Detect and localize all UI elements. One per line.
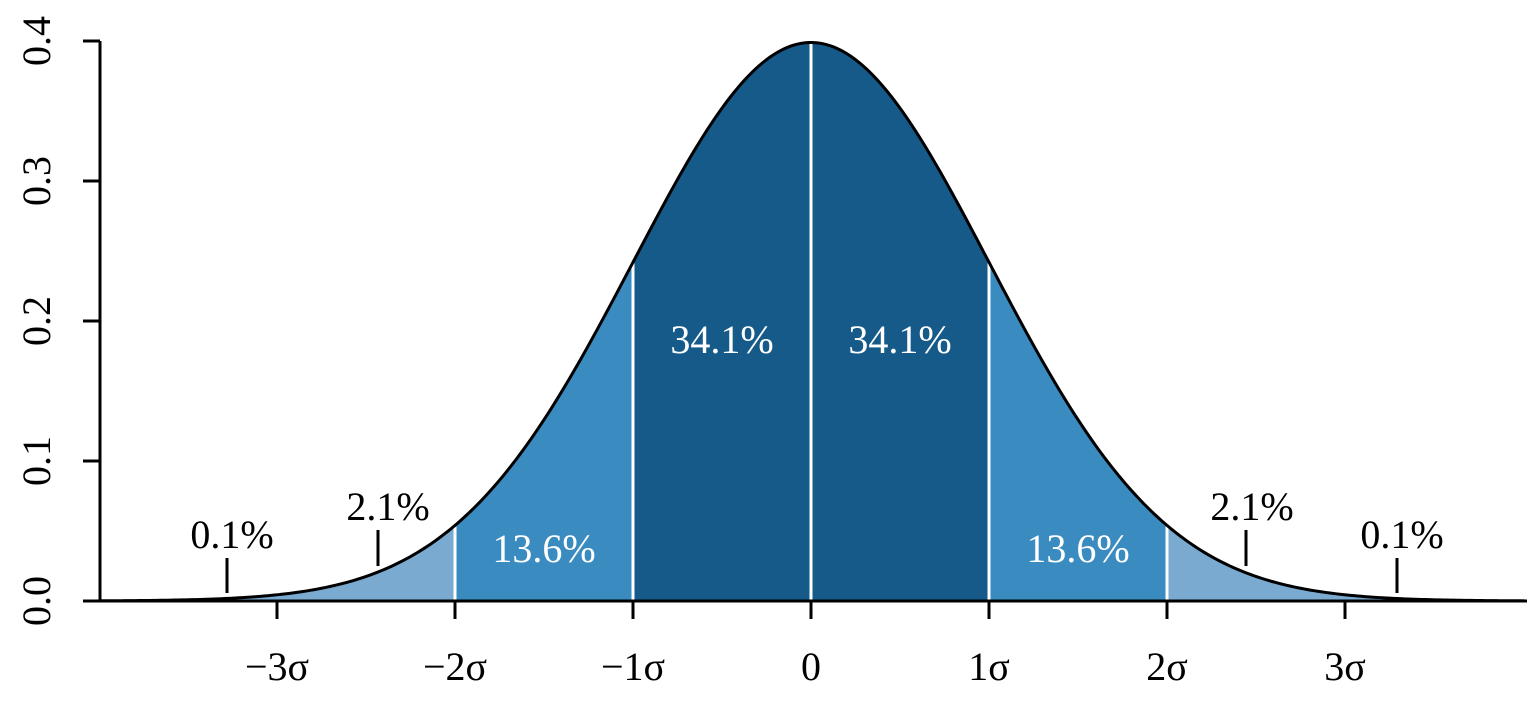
x-tick-label: −2σ xyxy=(423,644,487,689)
band-percent-label: 13.6% xyxy=(492,526,595,571)
band-left-outer xyxy=(100,525,455,601)
x-tick-label: 3σ xyxy=(1324,644,1366,689)
y-tick-label: 0.2 xyxy=(14,296,59,346)
density-curve xyxy=(99,40,1526,603)
x-tick-label: −1σ xyxy=(601,644,665,689)
tail-percent-label: 2.1% xyxy=(1210,484,1293,529)
tail-percent-label: 0.1% xyxy=(1360,512,1443,557)
curve-layer xyxy=(99,40,1526,603)
labels-layer: 0.0 0.1 0.2 0.3 0.4 −3σ −2σ −1σ 0 1σ 2σ 3σ 13.6% 34.1… xyxy=(14,16,1444,689)
x-tick-label: 1σ xyxy=(968,644,1010,689)
dividers-layer xyxy=(453,43,1169,601)
band-percent-label: 34.1% xyxy=(670,317,773,362)
x-tick-label: 2σ xyxy=(1146,644,1188,689)
y-tick-label: 0.4 xyxy=(14,16,59,66)
tail-percent-label: 0.1% xyxy=(190,512,273,557)
y-tick-label: 0.3 xyxy=(14,156,59,206)
y-tick-label: 0.0 xyxy=(14,576,59,626)
band-percent-label: 34.1% xyxy=(848,317,951,362)
axes-layer xyxy=(83,39,1527,619)
x-tick-label: −3σ xyxy=(245,644,309,689)
x-tick-label: 0 xyxy=(801,644,821,689)
band-right-outer xyxy=(1167,525,1525,601)
tail-percent-label: 2.1% xyxy=(346,484,429,529)
y-tick-label: 0.1 xyxy=(14,436,59,486)
band-percent-label: 13.6% xyxy=(1026,526,1129,571)
